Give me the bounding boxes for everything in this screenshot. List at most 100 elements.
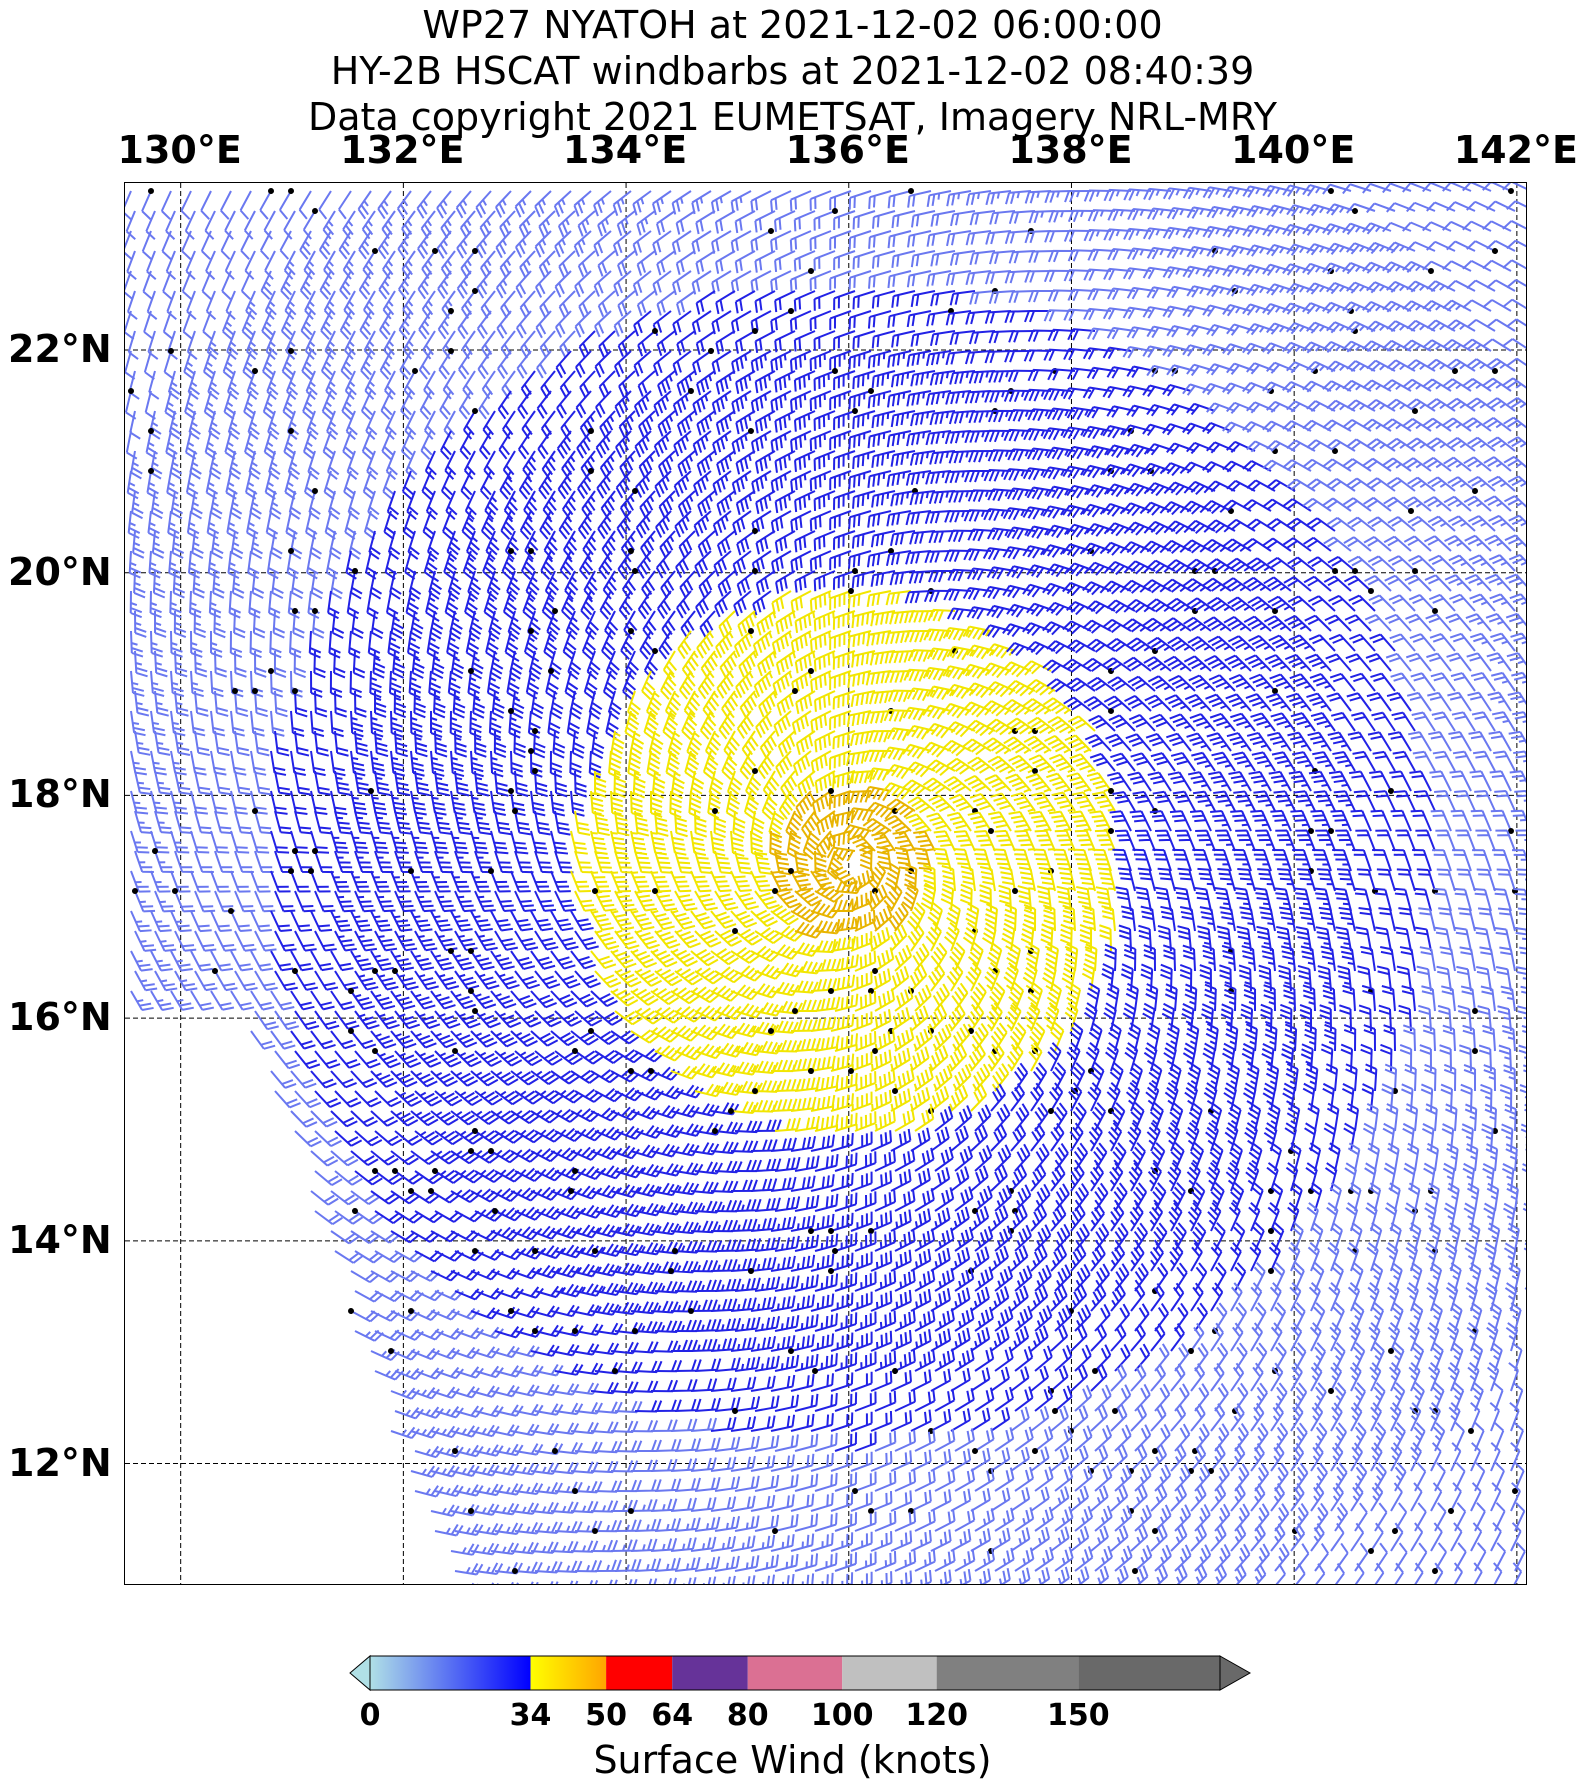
wind-barb: [254, 890, 276, 913]
wind-barb: [394, 730, 409, 758]
wind-barb: [1187, 771, 1212, 792]
wind-barb: [234, 810, 253, 835]
wind-barb: [813, 410, 836, 431]
wind-barb: [658, 630, 673, 660]
wind-barb: [903, 668, 932, 682]
wind-barb: [1362, 300, 1392, 314]
wind-barb: [712, 510, 732, 537]
wind-barb: [150, 750, 167, 776]
wind-barb: [1007, 369, 1036, 383]
wind-barb: [1123, 188, 1152, 201]
wind-barb: [574, 1244, 604, 1258]
wind-barb: [1064, 734, 1092, 754]
wind-barb: [550, 1225, 580, 1240]
wind-barb: [352, 1208, 384, 1225]
wind-barb: [1252, 848, 1272, 872]
wind-barb: [1092, 848, 1112, 872]
wind-barb: [945, 350, 972, 366]
wind-barb: [541, 450, 556, 480]
wind-barb: [408, 868, 431, 893]
wind-barb: [1449, 632, 1476, 652]
wind-barb: [1386, 320, 1416, 333]
wind-barb: [627, 750, 642, 780]
wind-barb: [1246, 518, 1276, 532]
wind-barb: [925, 430, 952, 446]
wind-barb: [795, 730, 816, 756]
wind-barb: [170, 830, 190, 854]
wind-barb: [270, 790, 288, 815]
wind-barb: [493, 730, 507, 759]
wind-barb: [1305, 1162, 1318, 1194]
wind-barb: [374, 890, 396, 913]
wind-barb: [1002, 661, 1032, 678]
wind-barb: [543, 630, 558, 660]
wind-barb: [1290, 1322, 1303, 1352]
wind-barb: [248, 450, 261, 480]
wind-barb: [943, 549, 972, 562]
wind-barb: [1406, 691, 1432, 712]
wind-barb: [886, 798, 916, 818]
wind-barb: [1053, 1102, 1068, 1132]
wind-barb: [1202, 382, 1232, 396]
title-line-3: Data copyright 2021 EUMETSAT, Imagery NR…: [308, 95, 1277, 139]
wind-barb: [947, 607, 976, 621]
wind-barb: [774, 250, 796, 273]
wind-barb: [601, 530, 616, 560]
wind-barb: [1082, 619, 1112, 634]
wind-barb: [1226, 244, 1256, 258]
wind-barb: [330, 1150, 359, 1167]
rain-flag-dot: [852, 408, 858, 414]
wind-barb: [892, 830, 916, 853]
wind-barb: [170, 670, 185, 698]
wind-barb: [286, 548, 299, 580]
wind-barb: [813, 570, 836, 592]
wind-barb: [1174, 1302, 1189, 1332]
wind-barb: [1074, 1263, 1091, 1292]
wind-barb: [481, 370, 496, 400]
wind-barb: [206, 510, 220, 540]
wind-barb: [1234, 1342, 1248, 1372]
wind-barb: [963, 548, 992, 562]
wind-barb: [795, 690, 816, 715]
wind-barb: [1386, 398, 1418, 414]
wind-barb: [470, 1346, 500, 1359]
wind-barb: [1226, 518, 1256, 532]
wind-barb: [794, 885, 823, 907]
wind-barb: [574, 1204, 604, 1219]
wind-barb: [313, 650, 326, 679]
wind-barb: [530, 790, 546, 817]
wind-barb: [809, 590, 832, 612]
wind-barb: [507, 610, 522, 640]
wind-barb: [350, 790, 368, 816]
wind-barb: [1049, 753, 1076, 773]
wind-barb: [334, 690, 348, 718]
wind-barb: [310, 1070, 337, 1089]
wind-barb: [1407, 515, 1436, 532]
wind-barb: [616, 210, 636, 237]
windbarb-field: [125, 183, 1526, 1584]
wind-barb: [1162, 539, 1192, 555]
wind-barb: [1152, 1182, 1167, 1212]
wind-barb: [1413, 790, 1436, 812]
wind-barb: [419, 390, 432, 420]
wind-barb: [1462, 299, 1492, 312]
wind-barb: [715, 290, 736, 315]
wind-barb: [619, 450, 636, 479]
wind-barb: [1254, 1382, 1268, 1412]
wind-barb: [374, 770, 391, 796]
wind-barb: [1363, 496, 1392, 512]
wind-barb: [1150, 752, 1176, 772]
wind-barb: [1346, 281, 1376, 294]
wind-barb: [294, 770, 311, 796]
wind-barb: [513, 730, 526, 759]
wind-barb: [340, 350, 353, 380]
wind-barb: [363, 330, 376, 360]
wind-barb: [982, 737, 1012, 755]
wind-barb: [377, 190, 392, 220]
wind-barb: [570, 870, 591, 893]
wind-barb: [907, 230, 932, 248]
wind-barb: [1342, 183, 1372, 195]
wind-barb: [523, 490, 538, 520]
wind-barb: [987, 488, 1016, 502]
wind-barb: [1143, 187, 1172, 201]
